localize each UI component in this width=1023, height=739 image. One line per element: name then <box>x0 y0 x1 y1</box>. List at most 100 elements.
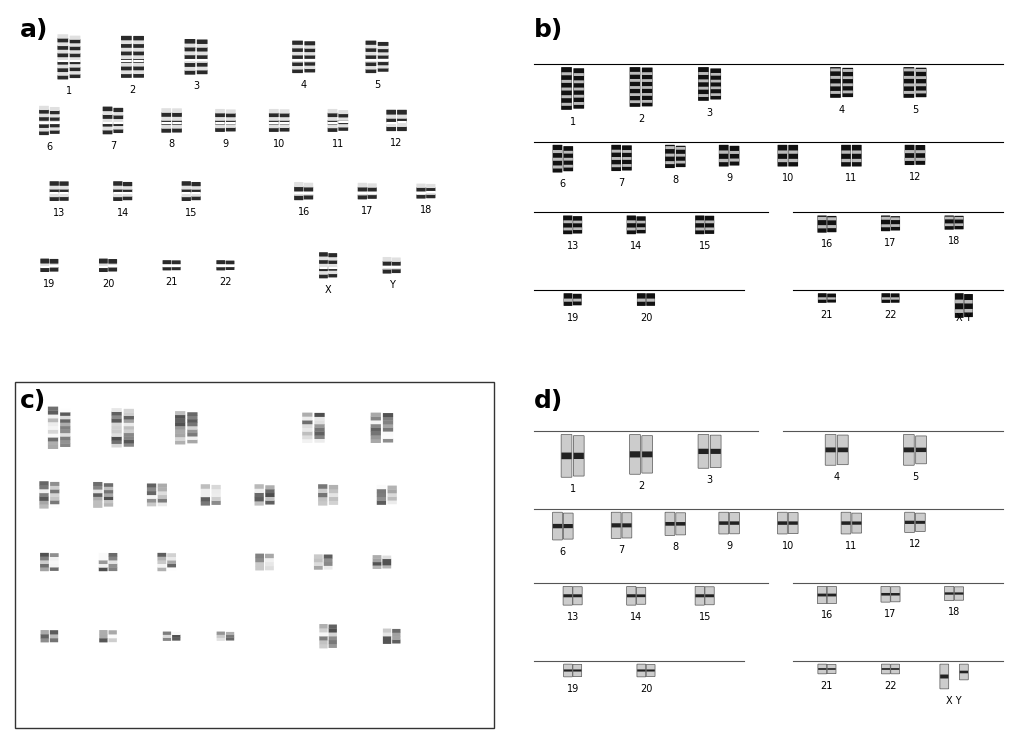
FancyBboxPatch shape <box>319 640 327 644</box>
FancyBboxPatch shape <box>216 263 225 268</box>
FancyBboxPatch shape <box>383 417 393 420</box>
Text: 9: 9 <box>209 511 213 520</box>
FancyBboxPatch shape <box>163 263 172 268</box>
FancyBboxPatch shape <box>196 58 208 63</box>
FancyBboxPatch shape <box>636 228 646 230</box>
FancyBboxPatch shape <box>696 594 704 597</box>
FancyBboxPatch shape <box>372 555 382 559</box>
FancyBboxPatch shape <box>416 183 426 188</box>
FancyBboxPatch shape <box>102 122 113 126</box>
Text: 15: 15 <box>162 576 172 585</box>
FancyBboxPatch shape <box>665 154 674 157</box>
FancyBboxPatch shape <box>123 185 132 190</box>
FancyBboxPatch shape <box>891 593 900 596</box>
FancyBboxPatch shape <box>891 224 900 227</box>
FancyBboxPatch shape <box>383 559 391 562</box>
FancyBboxPatch shape <box>552 524 562 528</box>
FancyBboxPatch shape <box>711 449 721 454</box>
FancyBboxPatch shape <box>59 197 69 201</box>
FancyBboxPatch shape <box>367 187 376 191</box>
FancyBboxPatch shape <box>365 55 376 59</box>
FancyBboxPatch shape <box>112 408 122 412</box>
FancyBboxPatch shape <box>563 587 573 605</box>
FancyBboxPatch shape <box>212 488 221 493</box>
Text: 17: 17 <box>318 575 328 584</box>
FancyBboxPatch shape <box>201 488 210 493</box>
FancyBboxPatch shape <box>314 435 324 439</box>
FancyBboxPatch shape <box>293 55 303 59</box>
Text: 2: 2 <box>638 481 644 491</box>
FancyBboxPatch shape <box>60 415 71 419</box>
FancyBboxPatch shape <box>319 259 327 264</box>
FancyBboxPatch shape <box>99 568 107 571</box>
FancyBboxPatch shape <box>323 554 332 559</box>
FancyBboxPatch shape <box>39 497 49 501</box>
Text: 17: 17 <box>361 206 373 216</box>
FancyBboxPatch shape <box>383 556 391 559</box>
FancyBboxPatch shape <box>158 556 166 560</box>
FancyBboxPatch shape <box>295 195 304 200</box>
FancyBboxPatch shape <box>175 418 185 423</box>
FancyBboxPatch shape <box>841 159 851 162</box>
FancyBboxPatch shape <box>564 165 573 168</box>
FancyBboxPatch shape <box>50 114 59 118</box>
FancyBboxPatch shape <box>172 116 182 120</box>
FancyBboxPatch shape <box>882 293 890 303</box>
FancyBboxPatch shape <box>39 500 49 505</box>
FancyBboxPatch shape <box>60 409 71 412</box>
FancyBboxPatch shape <box>112 422 122 426</box>
FancyBboxPatch shape <box>314 420 324 424</box>
FancyBboxPatch shape <box>383 565 391 568</box>
Text: 21: 21 <box>166 277 178 287</box>
FancyBboxPatch shape <box>945 217 953 219</box>
FancyBboxPatch shape <box>114 189 123 194</box>
FancyBboxPatch shape <box>57 52 69 57</box>
FancyBboxPatch shape <box>226 266 234 270</box>
FancyBboxPatch shape <box>789 159 798 162</box>
FancyBboxPatch shape <box>552 145 563 172</box>
FancyBboxPatch shape <box>719 151 728 154</box>
FancyBboxPatch shape <box>196 39 208 44</box>
FancyBboxPatch shape <box>830 67 841 98</box>
FancyBboxPatch shape <box>216 260 225 264</box>
FancyBboxPatch shape <box>60 426 71 429</box>
FancyBboxPatch shape <box>163 638 171 641</box>
FancyBboxPatch shape <box>124 440 134 443</box>
FancyBboxPatch shape <box>698 435 709 469</box>
FancyBboxPatch shape <box>57 56 69 61</box>
FancyBboxPatch shape <box>826 435 836 466</box>
FancyBboxPatch shape <box>162 108 171 113</box>
FancyBboxPatch shape <box>387 114 396 119</box>
FancyBboxPatch shape <box>370 424 381 428</box>
FancyBboxPatch shape <box>293 58 303 63</box>
FancyBboxPatch shape <box>50 634 58 638</box>
FancyBboxPatch shape <box>358 191 367 195</box>
Text: 15: 15 <box>699 241 711 251</box>
FancyBboxPatch shape <box>719 521 728 525</box>
FancyBboxPatch shape <box>627 587 636 605</box>
FancyBboxPatch shape <box>158 568 166 571</box>
FancyBboxPatch shape <box>196 44 208 48</box>
FancyBboxPatch shape <box>57 64 69 68</box>
FancyBboxPatch shape <box>133 62 144 67</box>
FancyBboxPatch shape <box>314 424 324 428</box>
FancyBboxPatch shape <box>365 69 376 73</box>
FancyBboxPatch shape <box>376 497 386 501</box>
FancyBboxPatch shape <box>831 91 841 94</box>
FancyBboxPatch shape <box>698 67 709 101</box>
FancyBboxPatch shape <box>114 185 123 189</box>
FancyBboxPatch shape <box>302 435 312 439</box>
FancyBboxPatch shape <box>564 524 573 528</box>
FancyBboxPatch shape <box>60 440 71 443</box>
FancyBboxPatch shape <box>676 513 685 535</box>
FancyBboxPatch shape <box>327 109 338 113</box>
FancyBboxPatch shape <box>269 116 278 120</box>
FancyBboxPatch shape <box>48 410 58 415</box>
FancyBboxPatch shape <box>416 191 426 195</box>
FancyBboxPatch shape <box>370 439 381 443</box>
FancyBboxPatch shape <box>40 263 49 268</box>
FancyBboxPatch shape <box>831 69 841 72</box>
FancyBboxPatch shape <box>954 293 964 318</box>
FancyBboxPatch shape <box>175 426 185 430</box>
FancyBboxPatch shape <box>99 564 107 568</box>
